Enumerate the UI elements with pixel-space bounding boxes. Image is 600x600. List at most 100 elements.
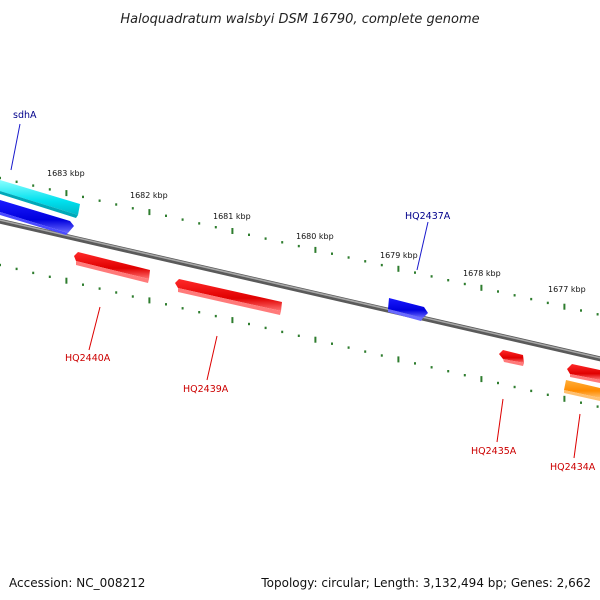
upper-tick-track	[0, 176, 599, 316]
minor-tick	[181, 307, 184, 310]
minor-tick	[513, 294, 516, 297]
minor-tick	[546, 393, 549, 396]
minor-tick	[82, 283, 84, 286]
minor-tick	[596, 405, 599, 408]
minor-tick	[198, 222, 201, 225]
minor-tick	[82, 195, 84, 199]
major-tick	[148, 209, 151, 216]
minor-tick	[447, 279, 450, 282]
major-tick	[231, 228, 234, 234]
minor-tick	[131, 295, 134, 298]
major-tick	[563, 395, 566, 402]
major-tick	[397, 265, 400, 272]
minor-tick	[364, 260, 367, 263]
minor-tick	[165, 303, 167, 306]
gene-label-hq2440a[interactable]: HQ2440A	[65, 353, 111, 364]
minor-tick	[347, 346, 350, 349]
gene-label-hq2434a[interactable]: HQ2434A	[550, 462, 596, 473]
tick-label: 1681 kbp	[213, 212, 251, 221]
minor-tick	[380, 263, 383, 267]
minor-tick	[264, 326, 267, 330]
minor-tick	[447, 370, 450, 373]
minor-tick	[297, 244, 300, 248]
minor-tick	[297, 334, 300, 337]
minor-tick	[513, 385, 516, 389]
tick-label: 1683 kbp	[47, 169, 85, 178]
gene-feature-hq2435a	[499, 350, 524, 366]
tick-label: 1679 kbp	[380, 251, 418, 260]
minor-tick	[364, 350, 367, 353]
gene-label-hq2435a[interactable]: HQ2435A	[471, 446, 517, 457]
minor-tick	[98, 287, 101, 290]
minor-tick	[580, 401, 582, 404]
major-tick	[480, 284, 483, 291]
gene-labels: sdhA HQ2437A HQ2440A HQ2439A HQ2435A HQ2…	[13, 110, 596, 473]
major-tick	[480, 376, 483, 383]
minor-tick	[530, 297, 533, 301]
minor-tick	[32, 184, 35, 187]
minor-tick	[98, 199, 101, 202]
minor-tick	[414, 362, 416, 365]
minor-tick	[347, 256, 350, 259]
map-title: Haloquadratum walsbyi DSM 16790, complet…	[120, 12, 479, 27]
minor-tick	[32, 271, 35, 275]
minor-tick	[15, 267, 18, 271]
lower-tick-track	[0, 263, 599, 408]
genome-backbone	[0, 218, 600, 362]
minor-tick	[530, 389, 533, 393]
minor-tick	[380, 354, 383, 357]
major-tick	[397, 356, 400, 363]
minor-tick	[248, 322, 250, 326]
gene-leader-lines	[10, 123, 581, 459]
gene-feature-hq2439a	[175, 279, 282, 315]
tick-label: 1678 kbp	[463, 269, 501, 278]
minor-tick	[331, 342, 333, 345]
topology-text: Topology: circular; Length: 3,132,494 bp…	[261, 576, 591, 590]
minor-tick	[214, 314, 217, 318]
blue-feature-left	[0, 200, 74, 235]
minor-tick	[0, 263, 1, 267]
minor-tick	[546, 301, 549, 305]
major-tick	[148, 297, 151, 304]
minor-tick	[596, 313, 599, 316]
minor-tick	[214, 226, 217, 229]
minor-tick	[281, 330, 284, 334]
tick-label: 1680 kbp	[296, 232, 334, 241]
minor-tick	[181, 218, 184, 221]
gene-feature-hq2440a	[74, 252, 150, 283]
minor-tick	[48, 275, 51, 278]
major-tick	[65, 190, 68, 197]
minor-tick	[264, 237, 267, 240]
gene-feature-hq2437a	[388, 298, 428, 321]
tick-label: 1682 kbp	[130, 191, 168, 200]
minor-tick	[198, 311, 201, 314]
gene-label-hq2437a[interactable]: HQ2437A	[405, 211, 451, 222]
major-tick	[314, 246, 317, 253]
cyan-feature	[0, 180, 80, 218]
minor-tick	[165, 214, 167, 217]
minor-tick	[115, 291, 118, 294]
tick-label: 1677 kbp	[548, 285, 586, 294]
minor-tick	[497, 381, 499, 385]
accession-text: Accession: NC_008212	[9, 576, 146, 590]
minor-tick	[281, 241, 284, 244]
minor-tick	[131, 207, 134, 210]
major-tick	[563, 303, 566, 310]
gene-label-hq2439a[interactable]: HQ2439A	[183, 384, 229, 395]
minor-tick	[430, 366, 433, 369]
major-tick	[65, 277, 68, 284]
gene-label-sdha[interactable]: sdhA	[13, 110, 37, 121]
minor-tick	[115, 203, 118, 206]
gene-feature-right-red	[567, 364, 600, 383]
major-tick	[231, 317, 234, 324]
minor-tick	[0, 176, 1, 180]
major-tick	[314, 336, 317, 343]
minor-tick	[463, 282, 466, 286]
minor-tick	[331, 252, 333, 255]
minor-tick	[248, 233, 250, 236]
minor-tick	[430, 275, 433, 278]
minor-tick	[414, 271, 416, 274]
minor-tick	[463, 374, 466, 377]
minor-tick	[497, 290, 499, 293]
